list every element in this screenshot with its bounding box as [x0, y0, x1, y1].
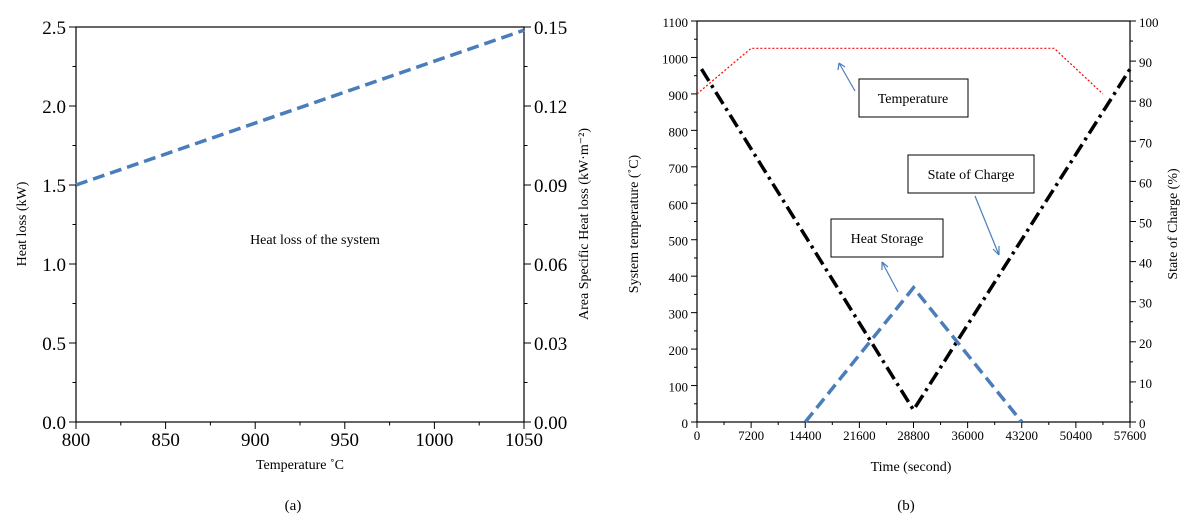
- x-tick-label: 7200: [738, 428, 764, 443]
- series-line-heat-storage: [803, 284, 1024, 424]
- panel-b-y2-axis-label: State of Charge (%): [1166, 168, 1181, 280]
- panel-b-y2-ticks: 0 10 20 30 40 50 60 70 80 90 100: [1130, 15, 1159, 431]
- y2-tick-label: 0: [1139, 416, 1146, 431]
- panel-a-x-axis-label: Temperature ˚C: [256, 458, 344, 473]
- x-tick-label: 21600: [843, 428, 876, 443]
- panel-a-caption: (a): [285, 498, 302, 514]
- y2-tick-label: 0.00: [534, 413, 567, 434]
- y-tick-label: 100: [669, 380, 689, 395]
- y2-tick-label: 0.06: [534, 255, 567, 276]
- panel-b-storage-chart: 0 7200 14400 21600 28800 36000 43200 50400 57600…: [627, 15, 1181, 514]
- soc-annotation-box: [907, 154, 1035, 194]
- panel-a-x-ticks: 800 850 900 950 1000 1050: [62, 422, 543, 451]
- y-tick-label: 0.0: [42, 413, 66, 434]
- y2-tick-label: 80: [1139, 95, 1152, 110]
- y-tick-label: 800: [669, 124, 689, 139]
- temperature-arrow-head: [837, 62, 846, 71]
- soc-arrow-head: [992, 246, 1000, 256]
- panel-b-series: [696, 47, 1132, 424]
- panel-a-y-axis-label: Heat loss (kW): [15, 181, 30, 266]
- heat-storage-annotation-box: [830, 218, 944, 258]
- y-tick-label: 0: [682, 416, 689, 431]
- y-tick-label: 300: [669, 307, 689, 322]
- panel-b-x-ticks: 0 7200 14400 21600 28800 36000 43200 50400 57600: [694, 422, 1147, 443]
- y-tick-label: 0.5: [42, 334, 66, 355]
- soc-annotation: State of Charge: [928, 168, 1015, 183]
- x-tick-label: 1000: [415, 430, 453, 451]
- panel-b-caption: (b): [897, 498, 915, 514]
- y2-tick-label: 20: [1139, 336, 1152, 351]
- heat-storage-annotation: Heat Storage: [851, 232, 924, 247]
- panel-a-annotation: Heat loss of the system: [250, 233, 380, 248]
- panel-b-x-axis-label: Time (second): [871, 460, 952, 475]
- x-tick-label: 36000: [951, 428, 984, 443]
- panel-a-series: [75, 28, 525, 187]
- y-tick-label: 400: [669, 270, 689, 285]
- x-tick-label: 57600: [1114, 428, 1147, 443]
- x-tick-label: 43200: [1006, 428, 1039, 443]
- soc-annotation-arrow: [974, 195, 1000, 256]
- y-tick-label: 1.5: [42, 176, 66, 197]
- y2-tick-label: 0.12: [534, 97, 567, 118]
- y2-tick-label: 90: [1139, 55, 1152, 70]
- x-tick-label: 50400: [1060, 428, 1093, 443]
- y2-tick-label: 10: [1139, 376, 1152, 391]
- y-tick-label: 1.0: [42, 255, 66, 276]
- panel-a-y2-ticks: 0.00 0.03 0.06 0.09 0.12 0.15: [524, 18, 567, 434]
- temperature-annotation: Temperature: [878, 92, 949, 107]
- x-tick-label: 800: [62, 430, 91, 451]
- x-tick-label: 850: [151, 430, 180, 451]
- heat-storage-annotation-arrow: [881, 261, 899, 293]
- y2-tick-label: 100: [1139, 15, 1159, 30]
- y-tick-label: 1100: [662, 15, 688, 30]
- y2-tick-label: 50: [1139, 216, 1152, 231]
- heat-storage-arrow-head: [881, 261, 889, 270]
- y-tick-label: 500: [669, 234, 689, 249]
- y2-tick-label: 30: [1139, 296, 1152, 311]
- y2-tick-label: 60: [1139, 175, 1152, 190]
- panel-a-plot-frame: [75, 26, 525, 423]
- y-tick-label: 2.0: [42, 97, 66, 118]
- x-tick-label: 1050: [505, 430, 543, 451]
- x-tick-label: 28800: [897, 428, 930, 443]
- y-tick-label: 2.5: [42, 18, 66, 39]
- series-line-heat-loss: [75, 28, 525, 187]
- panel-a-heat-loss-chart: 800 850 900 950 1000 1050 0.00.51.01.52.02.5 …: [15, 18, 592, 514]
- y-tick-label: 700: [669, 161, 689, 176]
- y2-tick-label: 0.03: [534, 334, 567, 355]
- y2-tick-label: 0.15: [534, 18, 567, 39]
- panel-b-y-ticks: 0 100 200 300 400 500 600 700 800 900 1000 1100: [662, 15, 697, 431]
- panel-a-y2-axis-label: Area Specific Heat loss (kW·m⁻²): [577, 128, 592, 320]
- y2-tick-label: 40: [1139, 256, 1152, 271]
- x-tick-label: 900: [241, 430, 270, 451]
- temperature-annotation-box: [858, 78, 969, 118]
- panel-a-y-ticks: 0.0 0.5 1.0 1.5 2.0 2.5: [42, 18, 76, 434]
- x-tick-label: 0: [694, 428, 701, 443]
- x-tick-label: 950: [331, 430, 360, 451]
- panel-b-y-axis-label: System temperature (˚C): [627, 154, 642, 293]
- y-tick-label: 200: [669, 343, 689, 358]
- x-tick-label: 14400: [789, 428, 822, 443]
- y2-tick-label: 70: [1139, 135, 1152, 150]
- y-tick-label: 600: [669, 197, 689, 212]
- y-tick-label: 1000: [662, 51, 688, 66]
- temperature-annotation-arrow: [838, 62, 856, 92]
- y2-tick-label: 0.09: [534, 176, 567, 197]
- y-tick-label: 900: [669, 88, 689, 103]
